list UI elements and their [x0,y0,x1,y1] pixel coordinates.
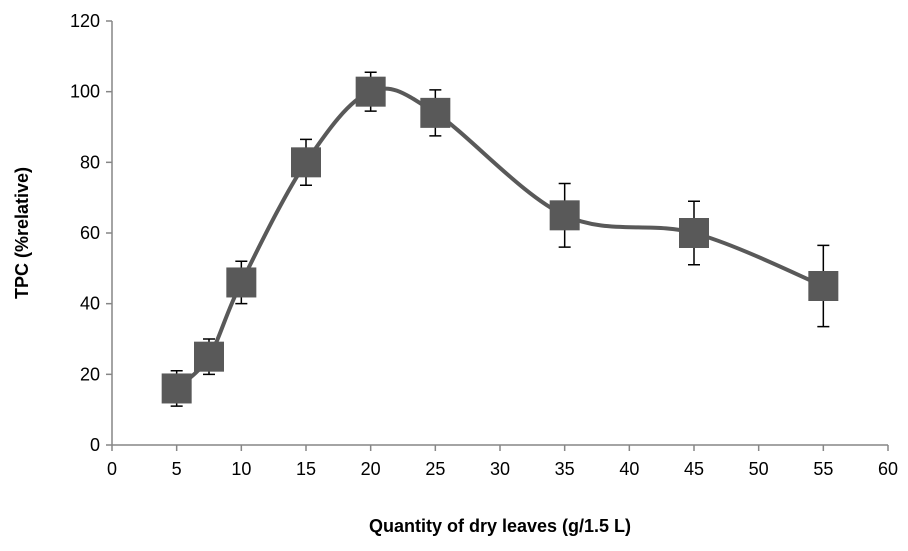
y-tick-label: 100 [70,82,100,102]
x-tick-label: 50 [749,459,769,479]
y-tick-label: 40 [80,294,100,314]
y-tick-label: 80 [80,152,100,172]
marker [549,200,580,231]
marker [420,97,451,128]
x-tick-label: 45 [684,459,704,479]
y-tick-label: 60 [80,223,100,243]
marker [161,373,192,404]
y-tick-label: 120 [70,11,100,31]
marker [355,76,386,107]
x-tick-label: 20 [361,459,381,479]
marker [194,341,224,372]
line [175,86,825,390]
x-tick-label: 10 [231,459,251,479]
x-tick-label: 30 [490,459,510,479]
y-axis-title: TPC (%relative) [12,167,32,299]
x-tick-label: 5 [172,459,182,479]
x-tick-label: 55 [813,459,833,479]
marker [291,147,321,178]
y-tick-label: 20 [80,364,100,384]
marker [679,218,709,248]
x-tick-label: 60 [878,459,898,479]
marker [808,271,839,301]
x-axis-title: Quantity of dry leaves (g/1.5 L) [369,516,631,536]
marker [226,267,257,298]
x-tick-label: 0 [107,459,117,479]
x-tick-label: 25 [425,459,445,479]
x-tick-label: 15 [296,459,316,479]
x-tick-label: 40 [619,459,639,479]
y-tick-label: 0 [90,435,100,455]
x-tick-label: 35 [555,459,575,479]
